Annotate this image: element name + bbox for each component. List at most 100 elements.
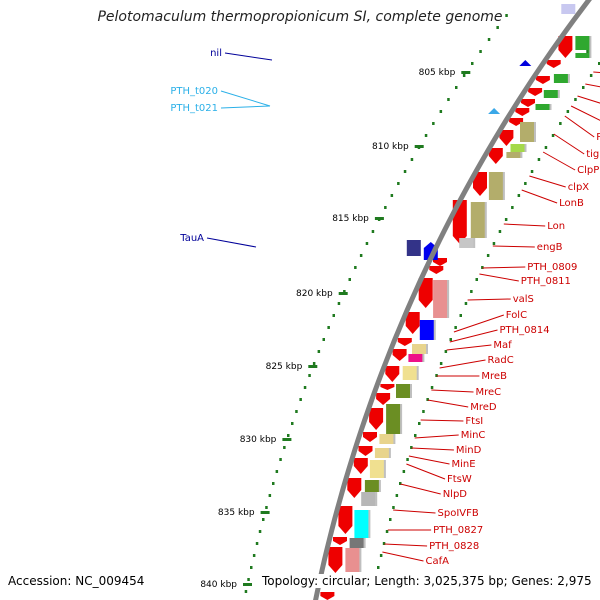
outer-dot: [524, 182, 527, 185]
scale-tick-label: 835 kbp: [218, 508, 255, 518]
scale-dot: [487, 38, 491, 41]
scale-dot: [424, 134, 428, 137]
cds-arrow: [369, 408, 384, 430]
label-leader-line: [467, 298, 511, 301]
scale-dot: [299, 398, 302, 401]
topology-text: Topology: circular; Length: 3,025,375 bp…: [262, 574, 592, 588]
cog-block-shade: [422, 354, 425, 362]
outer-dot: [589, 74, 593, 77]
gene-label-cafa: CafA: [426, 556, 450, 567]
gene-label-mreb: MreB: [481, 371, 507, 382]
gene-label-pth-t021: PTH_t021: [170, 103, 218, 114]
cog-block-shade: [416, 366, 419, 380]
gene-label-pth-0802: PTH_0802: [596, 132, 600, 143]
cog-block-shade: [549, 104, 552, 110]
scale-dot: [327, 326, 330, 329]
gene-label-pth-0814: PTH_0814: [500, 325, 550, 336]
label-leader-line: [577, 95, 600, 104]
outer-dot: [392, 506, 395, 509]
gene-label-mind: MinD: [456, 445, 482, 456]
cog-block: [488, 172, 503, 200]
outer-dot: [426, 398, 429, 401]
scale-dot: [359, 254, 363, 257]
cog-block: [408, 354, 423, 362]
label-leader-line: [411, 447, 454, 451]
scale-dot: [322, 338, 325, 341]
scale-tick-label: 825 kbp: [266, 362, 303, 372]
cog-block: [520, 122, 534, 142]
scale-dot: [471, 62, 474, 65]
gene-label-ftsi: FtsI: [465, 416, 483, 427]
cog-block: [402, 366, 417, 380]
gene-label-nlpd: NlpD: [443, 489, 468, 500]
gene-label-pth-0827: PTH_0827: [433, 525, 483, 536]
label-leader-line: [585, 83, 600, 88]
reverse-feature: [406, 240, 421, 256]
cog-block: [459, 238, 474, 248]
gene-label-pth-t020: PTH_t020: [170, 86, 218, 97]
scale-dot: [496, 26, 499, 29]
cog-block: [369, 460, 384, 478]
cog-block-shade: [363, 538, 366, 548]
trna-feature: [519, 60, 532, 66]
scale-dot: [272, 482, 275, 485]
label-leader-line: [479, 273, 519, 282]
outer-dot: [439, 362, 443, 365]
scale-dot: [255, 542, 259, 545]
scale-dot: [371, 230, 375, 233]
scale-dot: [348, 278, 351, 281]
scale-dot: [283, 446, 286, 449]
scale-dot: [354, 266, 357, 269]
cog-block-shade: [447, 280, 450, 318]
label-leader-line: [529, 175, 566, 188]
outer-dot: [430, 386, 434, 389]
scale-dot: [397, 182, 400, 185]
cds-arrow: [320, 592, 335, 600]
cds-arrow: [385, 366, 400, 382]
cds-arrow: [515, 108, 530, 116]
label-leader-line: [420, 419, 464, 422]
outer-dot: [444, 350, 448, 353]
cog-block-shade: [393, 434, 396, 444]
label-leader-line: [206, 237, 257, 248]
scale-dot: [505, 14, 508, 17]
scale-major-tick: [461, 71, 471, 74]
gene-label-lon: Lon: [547, 221, 565, 232]
gene-label-spoivfb: SpoIVFB: [438, 508, 479, 519]
scale-major-tick: [374, 217, 384, 220]
cog-block-shade: [586, 50, 589, 53]
cog-block: [361, 492, 376, 506]
scale-dot: [432, 122, 435, 125]
cds-arrow: [473, 172, 487, 196]
cog-block: [374, 448, 389, 458]
cog-block: [510, 144, 525, 152]
label-leader-line: [400, 483, 441, 495]
outer-dot: [511, 206, 514, 209]
scale-dot: [244, 590, 248, 593]
outer-dot: [399, 482, 402, 485]
accession-text: Accession: NC_009454: [8, 574, 145, 588]
label-leader-line: [220, 105, 271, 109]
outer-dot: [475, 278, 478, 281]
outer-dot: [379, 554, 383, 557]
outer-dot: [517, 194, 521, 197]
cog-block-shade: [426, 344, 428, 354]
outer-dot: [459, 314, 462, 317]
genome-title: Pelotomaculum thermopropionicum SI, comp…: [97, 9, 503, 25]
cog-block-shade: [388, 448, 391, 458]
cds-arrow: [333, 537, 347, 545]
scale-dot: [439, 110, 443, 113]
gene-label-clpx: clpX: [568, 182, 590, 193]
scale-dot: [247, 578, 250, 581]
scale-dot: [337, 302, 341, 305]
scale-dot: [343, 290, 346, 293]
outer-dot: [544, 146, 548, 149]
scale-dot: [262, 518, 265, 521]
scale-major-tick: [338, 292, 348, 295]
cog-block-shade: [375, 492, 378, 506]
scale-dot: [479, 50, 482, 53]
cog-block: [572, 50, 587, 53]
gene-label-pth-0811: PTH_0811: [521, 276, 571, 287]
tick-layer: 805 kbp 810 kbp 815 kbp 820 kbp 825 kbp 830 k…: [200, 14, 600, 593]
cog-block: [379, 434, 394, 444]
